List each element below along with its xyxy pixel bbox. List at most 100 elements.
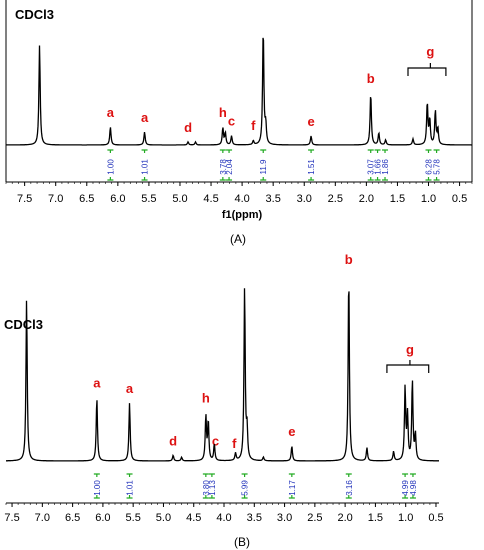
integral-marker <box>141 149 148 153</box>
peak-label-b: b <box>345 252 353 267</box>
x-tick-label: 6.5 <box>79 193 94 205</box>
integral-marker <box>226 149 233 153</box>
integral-marker <box>93 495 100 499</box>
integral-value: 1.17 <box>288 480 297 496</box>
integral-value: 1.01 <box>126 480 135 496</box>
integral-value: 6.28 <box>425 159 434 175</box>
integral-marker <box>208 473 215 477</box>
integral-marker <box>367 149 374 153</box>
integral-value: 1.13 <box>208 480 217 496</box>
integral-marker <box>345 495 352 499</box>
peak-label-a: a <box>141 110 149 125</box>
g-bracket <box>407 63 447 76</box>
panel-a-x-axis: 7.5 7.0 6.5 6.0 5.5 5.0 4.5 4.0 3.5 3.0 2.5 2.0 1.5 1… <box>5 181 473 205</box>
peak-label-g: g <box>406 342 414 357</box>
x-tick-label: 5.0 <box>156 512 171 524</box>
peak-label-a: a <box>107 105 115 120</box>
integral-marker <box>126 473 133 477</box>
x-tick-label: 3.0 <box>277 512 292 524</box>
integral-marker <box>219 177 226 181</box>
integral-value: 5.78 <box>433 159 442 175</box>
integral-marker <box>202 473 209 477</box>
peak-label-f: f <box>232 436 237 451</box>
integral-value: 1.00 <box>93 480 102 496</box>
x-tick-label: 1.5 <box>390 193 405 205</box>
x-tick-label: 1.0 <box>421 193 436 205</box>
integral-marker <box>226 177 233 181</box>
integral-marker <box>425 149 432 153</box>
x-tick-label: 7.5 <box>4 512 19 524</box>
integral-marker <box>260 177 267 181</box>
integral-marker <box>409 473 416 477</box>
integral-marker <box>202 495 209 499</box>
panel-a-x-axis-label: f1(ppm) <box>222 209 263 221</box>
x-tick-label: 1.0 <box>398 512 413 524</box>
x-tick-label: 6.0 <box>95 512 110 524</box>
peak-label-c: c <box>212 434 219 449</box>
integral-value: 1.86 <box>381 159 390 175</box>
integral-value: 1.66 <box>374 159 383 175</box>
x-tick-label: 4.5 <box>186 512 201 524</box>
peak-label-d: d <box>184 120 192 135</box>
integral-marker <box>308 149 315 153</box>
panel-a-frame <box>5 0 473 182</box>
x-tick-label: 7.0 <box>35 512 50 524</box>
panel-b-spectrum: CDCl3 a a d h c f e b g 1.00 1.01 3.801.13 5.99 1.17… <box>4 252 444 549</box>
peak-label-a: a <box>126 381 134 396</box>
integral-marker <box>433 149 440 153</box>
x-tick-label: 5.5 <box>126 512 141 524</box>
panel-a-caption: (A) <box>230 232 246 246</box>
x-tick-label: 0.5 <box>452 193 467 205</box>
integral-marker <box>433 177 440 181</box>
peak-label-c: c <box>228 114 235 129</box>
peak-label-h: h <box>219 105 227 120</box>
x-tick-label: 6.5 <box>65 512 80 524</box>
peak-label-h: h <box>202 391 210 406</box>
integral-marker <box>208 495 215 499</box>
peak-label-b: b <box>367 71 375 86</box>
x-tick-label: 6.0 <box>110 193 125 205</box>
integral-value: 11.9 <box>259 159 268 175</box>
integral-marker <box>382 149 389 153</box>
integral-value: 4.99 <box>401 480 410 496</box>
integral-value: 3.78 <box>219 159 228 175</box>
integral-value: 5.99 <box>241 480 250 496</box>
integral-marker <box>425 177 432 181</box>
integral-value: 3.07 <box>367 159 376 175</box>
x-tick-label: 3.5 <box>247 512 262 524</box>
peak-label-e: e <box>307 114 314 129</box>
integral-value: 1.01 <box>141 159 150 175</box>
integral-marker <box>345 473 352 477</box>
integral-marker <box>107 149 114 153</box>
x-tick-label: 0.5 <box>428 512 443 524</box>
integral-value: 1.51 <box>307 159 316 175</box>
peak-label-f: f <box>251 118 256 133</box>
x-tick-label: 4.0 <box>234 193 249 205</box>
x-tick-label: 2.0 <box>359 193 374 205</box>
x-tick-label: 4.5 <box>203 193 218 205</box>
x-tick-label: 2.5 <box>328 193 343 205</box>
panel-a-spectrum-trace <box>6 37 472 146</box>
integral-value: 3.80 <box>202 480 211 496</box>
integral-marker <box>367 177 374 181</box>
x-tick-label: 7.0 <box>48 193 63 205</box>
integral-marker <box>382 177 389 181</box>
panel-b-spectrum-trace <box>6 288 439 462</box>
integral-marker <box>141 177 148 181</box>
integral-marker <box>241 495 248 499</box>
integral-marker <box>260 149 267 153</box>
x-tick-label: 5.5 <box>141 193 156 205</box>
integral-value: 1.00 <box>106 159 115 175</box>
integral-marker <box>374 177 381 181</box>
integral-marker <box>241 473 248 477</box>
integral-marker <box>93 473 100 477</box>
integral-marker <box>308 177 315 181</box>
integral-value: 2.04 <box>225 159 234 175</box>
integral-marker <box>126 495 133 499</box>
peak-label-a: a <box>93 375 101 390</box>
integral-marker <box>374 149 381 153</box>
integral-value: 4.98 <box>409 480 418 496</box>
g-bracket <box>386 360 430 373</box>
integral-marker <box>219 149 226 153</box>
